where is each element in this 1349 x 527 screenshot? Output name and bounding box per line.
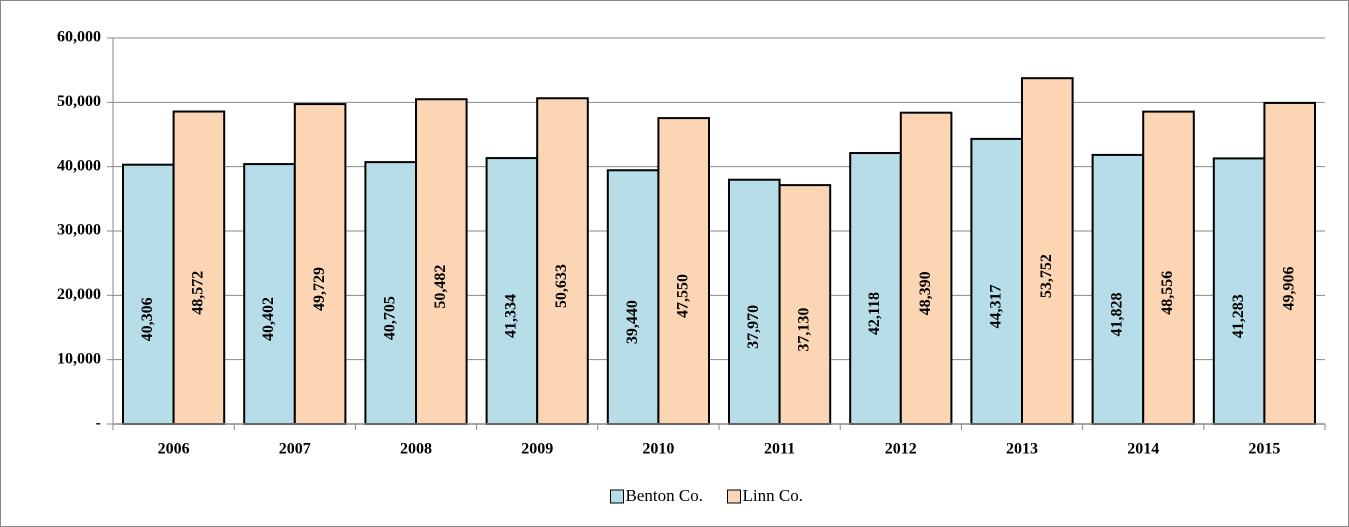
x-tick-label: 2008: [400, 441, 432, 458]
bar: [172, 110, 226, 425]
bar: [1263, 101, 1317, 425]
data-label: 41,334: [503, 294, 520, 338]
legend-label: Benton Co.: [626, 486, 703, 505]
y-tick-label: 10,000: [57, 350, 101, 367]
bar: [728, 178, 781, 425]
data-label: 41,283: [1230, 294, 1247, 338]
bar: [293, 103, 347, 426]
bar: [243, 163, 296, 425]
bar: [1142, 110, 1195, 425]
bar: [849, 152, 902, 425]
legend-swatch: [610, 489, 624, 504]
x-tick-label: 2013: [1006, 441, 1038, 458]
data-label: 49,729: [311, 267, 328, 311]
y-tick-label: 30,000: [57, 222, 101, 239]
y-tick-label: 20,000: [57, 286, 101, 303]
data-label: 48,556: [1159, 271, 1176, 315]
x-tick-label: 2009: [521, 441, 553, 458]
bar: [778, 184, 832, 425]
x-tick-label: 2006: [158, 441, 190, 458]
data-label: 47,550: [674, 274, 691, 318]
y-tick-label: 60,000: [57, 29, 101, 46]
data-label: 40,705: [381, 296, 398, 340]
data-label: 44,317: [987, 284, 1004, 328]
x-tick-label: 2011: [764, 441, 795, 458]
data-label: 50,633: [553, 264, 570, 308]
data-label: 50,482: [432, 265, 449, 309]
x-tick-label: 2012: [885, 441, 917, 458]
y-tick-label: -: [96, 415, 101, 432]
y-tick-label: 50,000: [57, 93, 101, 110]
x-tick-label: 2015: [1248, 441, 1280, 458]
data-label: 41,828: [1109, 292, 1126, 336]
data-label: 37,970: [745, 305, 762, 349]
data-label: 48,390: [917, 271, 934, 315]
data-label: 39,440: [624, 300, 641, 344]
data-label: 40,306: [139, 297, 156, 341]
data-label: 49,906: [1280, 266, 1297, 310]
y-tick-label: 40,000: [57, 157, 101, 174]
bar: [364, 161, 417, 425]
bar: [899, 111, 953, 425]
x-tick-label: 2010: [642, 441, 674, 458]
bar: [970, 137, 1024, 425]
bar: [485, 157, 539, 425]
data-label: 40,402: [260, 297, 277, 341]
legend-swatch: [727, 489, 741, 504]
bar: [606, 169, 660, 425]
data-label: 48,572: [190, 271, 207, 315]
x-tick-label: 2007: [279, 441, 311, 458]
legend-label: Linn Co.: [743, 486, 803, 505]
bar: [657, 117, 711, 425]
bar: [122, 163, 175, 425]
x-tick-label: 2014: [1127, 441, 1159, 458]
bar: [1021, 77, 1074, 425]
bar: [415, 98, 468, 426]
data-label: 37,130: [796, 308, 813, 352]
data-label: 42,118: [866, 292, 883, 335]
bar: [1212, 157, 1266, 426]
data-label: 53,752: [1038, 254, 1055, 298]
bar: [536, 97, 589, 425]
bar: [1091, 153, 1145, 426]
